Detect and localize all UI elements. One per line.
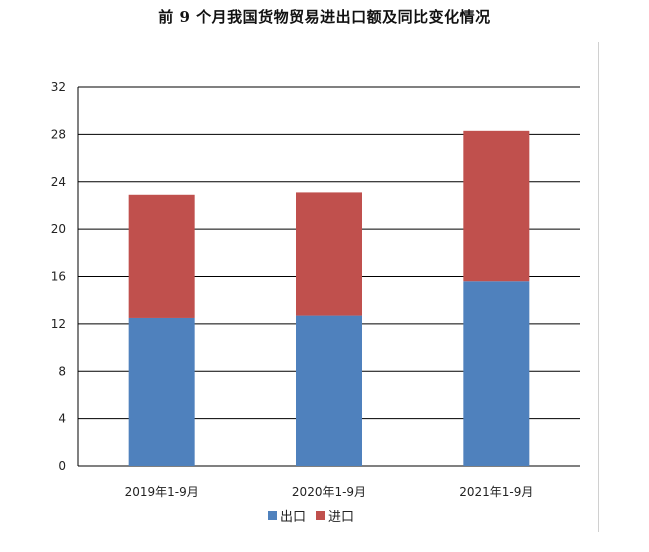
x-tick-label-0: 2019年1-9月: [125, 485, 199, 499]
y-tick-label-5: 20: [51, 222, 66, 236]
y-tick-label-7: 28: [51, 127, 66, 141]
chart-title: 前 9 个月我国货物贸易进出口额及同比变化情况: [158, 8, 491, 26]
y-tick-label-1: 4: [58, 412, 66, 426]
y-tick-label-2: 8: [58, 364, 66, 378]
y-tick-label-0: 0: [58, 459, 66, 473]
legend: 出口 进口: [268, 506, 354, 525]
y-tick-label-6: 24: [51, 175, 66, 189]
bar-export-0: [128, 317, 195, 466]
legend-swatch-export: [268, 511, 277, 520]
legend-item-import: 进口: [316, 506, 354, 525]
legend-label-import: 进口: [328, 510, 355, 525]
x-tick-label-1: 2020年1-9月: [292, 485, 366, 499]
bar-import-0: [128, 194, 195, 318]
x-tick-label-2: 2021年1-9月: [459, 485, 533, 499]
y-tick-label-4: 16: [51, 270, 66, 284]
bar-import-1: [296, 192, 362, 316]
bar-export-1: [296, 315, 362, 466]
bar-import-2: [463, 130, 530, 282]
legend-label-export: 出口: [280, 510, 307, 525]
y-tick-label-3: 12: [51, 317, 66, 331]
bar-export-2: [463, 281, 530, 466]
legend-swatch-import: [316, 511, 326, 520]
y-tick-label-8: 32: [51, 80, 66, 94]
legend-item-export: 出口: [268, 506, 306, 525]
chart-frame: [28, 42, 599, 532]
